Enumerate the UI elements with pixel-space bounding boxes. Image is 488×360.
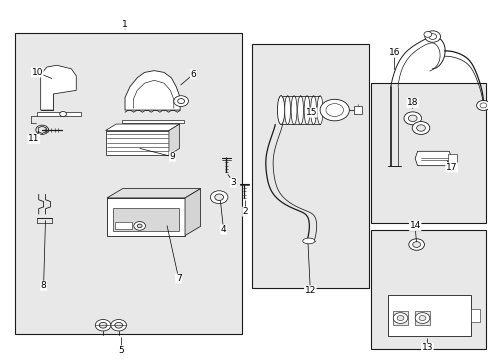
Text: 16: 16 [388, 48, 400, 57]
Text: 15: 15 [305, 108, 316, 117]
Circle shape [99, 322, 107, 328]
Circle shape [476, 100, 488, 111]
Bar [370, 83, 485, 223]
Circle shape [210, 191, 227, 204]
Circle shape [111, 319, 126, 331]
Polygon shape [107, 189, 200, 198]
Text: 9: 9 [169, 152, 175, 161]
Polygon shape [168, 124, 179, 155]
Circle shape [320, 99, 348, 121]
Bar [15, 33, 242, 334]
Polygon shape [353, 107, 361, 114]
Ellipse shape [302, 238, 314, 244]
Ellipse shape [284, 96, 290, 125]
Polygon shape [41, 78, 53, 110]
Ellipse shape [310, 96, 316, 125]
Ellipse shape [297, 96, 303, 125]
Text: 10: 10 [31, 68, 43, 77]
Circle shape [60, 112, 66, 117]
Circle shape [173, 96, 188, 107]
Polygon shape [115, 222, 132, 229]
Polygon shape [122, 120, 183, 123]
Circle shape [325, 104, 343, 117]
Polygon shape [414, 311, 429, 325]
Text: 4: 4 [220, 225, 226, 234]
Circle shape [408, 239, 424, 250]
Text: 13: 13 [421, 343, 432, 352]
Polygon shape [37, 112, 81, 116]
Text: 2: 2 [242, 207, 248, 216]
Circle shape [418, 316, 425, 320]
Text: 11: 11 [28, 134, 40, 143]
Text: 17: 17 [445, 163, 457, 172]
Circle shape [412, 242, 420, 247]
Circle shape [134, 222, 145, 230]
Polygon shape [125, 71, 180, 110]
Polygon shape [447, 154, 456, 163]
Ellipse shape [278, 96, 284, 125]
Circle shape [424, 31, 440, 42]
Polygon shape [387, 295, 470, 336]
Ellipse shape [317, 96, 323, 125]
Circle shape [414, 313, 429, 323]
Text: 3: 3 [230, 178, 236, 187]
Polygon shape [392, 311, 407, 325]
Circle shape [95, 319, 111, 331]
Text: 5: 5 [119, 346, 124, 355]
Polygon shape [184, 189, 200, 235]
Circle shape [177, 99, 184, 104]
Text: 8: 8 [41, 281, 46, 290]
Bar [251, 44, 368, 288]
Ellipse shape [277, 96, 284, 125]
Circle shape [479, 103, 486, 108]
Polygon shape [470, 309, 479, 321]
Text: 7: 7 [176, 274, 181, 283]
Circle shape [416, 125, 425, 131]
Circle shape [403, 112, 421, 125]
Circle shape [396, 316, 403, 320]
Circle shape [428, 34, 436, 40]
Text: 18: 18 [406, 98, 418, 107]
Circle shape [411, 122, 429, 134]
Circle shape [214, 194, 223, 201]
Circle shape [423, 32, 431, 37]
Ellipse shape [290, 96, 296, 125]
Text: 6: 6 [190, 70, 196, 79]
Text: 14: 14 [408, 221, 420, 230]
Circle shape [392, 313, 407, 323]
Bar [370, 230, 485, 348]
Circle shape [115, 322, 122, 328]
Polygon shape [107, 198, 184, 235]
Polygon shape [414, 151, 451, 166]
Text: 1: 1 [122, 19, 128, 28]
Polygon shape [105, 131, 168, 155]
Circle shape [137, 224, 142, 228]
Polygon shape [105, 124, 179, 131]
Circle shape [407, 115, 416, 122]
Polygon shape [41, 65, 76, 110]
Text: 12: 12 [304, 286, 315, 295]
Ellipse shape [304, 96, 309, 125]
Polygon shape [113, 208, 178, 231]
